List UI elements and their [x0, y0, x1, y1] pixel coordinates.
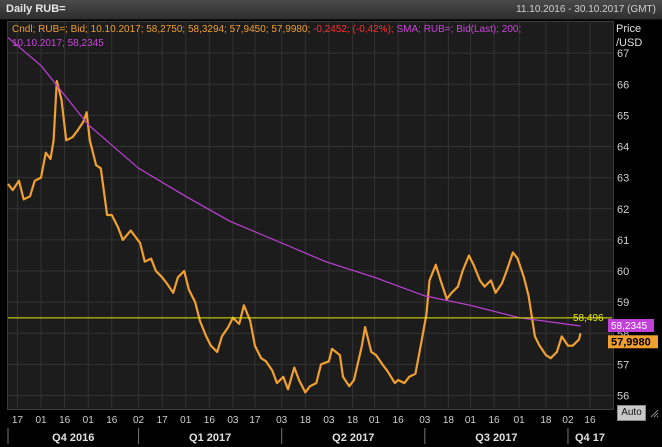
- x-tick-label: 18: [347, 415, 359, 426]
- x-tick-label: 18: [300, 415, 312, 426]
- x-tick-label: 16: [59, 415, 71, 426]
- price-last-value: 57,9980: [611, 336, 651, 348]
- sma-series-line: [7, 37, 581, 327]
- quarter-label: Q4 2016: [52, 432, 94, 444]
- price-last-tag: [608, 335, 658, 349]
- quarter-label: Q1 2017: [189, 432, 231, 444]
- y-tick-label: 67: [617, 48, 629, 60]
- y-tick-label: 64: [617, 142, 629, 154]
- hline-value-label: 58,496: [573, 313, 604, 324]
- x-tick-label: 01: [514, 415, 526, 426]
- x-tick-label: 01: [180, 415, 192, 426]
- price-series-line: [7, 79, 582, 394]
- auto-scale-button[interactable]: Auto: [617, 405, 646, 421]
- x-tick-label: 02: [133, 415, 145, 426]
- x-tick-label: 03: [227, 415, 239, 426]
- x-tick-label: 18: [540, 415, 552, 426]
- y-tick-label: 61: [617, 235, 629, 247]
- x-tick-label: 01: [465, 415, 477, 426]
- x-tick-label: 01: [83, 415, 95, 426]
- x-tick-label: 17: [249, 415, 261, 426]
- resize-grip-icon[interactable]: [649, 405, 659, 419]
- quarter-label: Q3 2017: [475, 432, 517, 444]
- legend-sma-value: 10.10.2017; 58,2345: [12, 38, 104, 49]
- x-tick-label: 16: [106, 415, 118, 426]
- quarter-label: Q4 17: [575, 432, 605, 444]
- x-tick-label: 16: [204, 415, 216, 426]
- y-tick-label: 60: [617, 266, 629, 278]
- x-tick-label: 16: [393, 415, 405, 426]
- price-axis-label: Price /USD: [616, 22, 642, 50]
- y-tick-label: 57: [617, 359, 629, 371]
- x-tick-label: 16: [488, 415, 500, 426]
- x-tick-label: 02: [562, 415, 574, 426]
- date-range: 11.10.2016 - 30.10.2017 (GMT): [516, 4, 656, 15]
- y-tick-label: 65: [617, 110, 629, 122]
- chart-title: Daily RUB=: [6, 3, 66, 15]
- x-tick-label: 18: [443, 415, 455, 426]
- x-tick-label: 03: [419, 415, 431, 426]
- x-tick-label: 17: [157, 415, 169, 426]
- y-tick-label: 59: [617, 297, 629, 309]
- price-label: Price: [616, 23, 642, 35]
- y-tick-label: 66: [617, 79, 629, 91]
- x-tick-label: 03: [323, 415, 335, 426]
- y-tick-label: 56: [617, 391, 629, 403]
- quarter-label: Q2 2017: [332, 432, 374, 444]
- legend-candle: Cndl; RUB=; Bid; 10.10.2017; 58,2750; 58…: [12, 24, 311, 35]
- x-tick-label: 03: [276, 415, 288, 426]
- x-tick-label: 01: [369, 415, 381, 426]
- sma-last-tag: [608, 318, 654, 332]
- sma-last-value: 58,2345: [611, 321, 648, 332]
- y-tick-label: 63: [617, 173, 629, 185]
- x-tick-label: 17: [12, 415, 24, 426]
- title-bar: Daily RUB= 11.10.2016 - 30.10.2017 (GMT): [0, 0, 662, 20]
- currency-label: /USD: [616, 37, 643, 49]
- legend-sma: SMA; RUB=; Bid(Last); 200;: [396, 24, 522, 35]
- x-tick-label: 16: [584, 415, 596, 426]
- legend: Cndl; RUB=; Bid; 10.10.2017; 58,2750; 58…: [12, 23, 607, 51]
- x-tick-label: 01: [35, 415, 47, 426]
- legend-change: -0,2452; (-0,42%);: [313, 24, 394, 35]
- y-tick-label: 62: [617, 204, 629, 216]
